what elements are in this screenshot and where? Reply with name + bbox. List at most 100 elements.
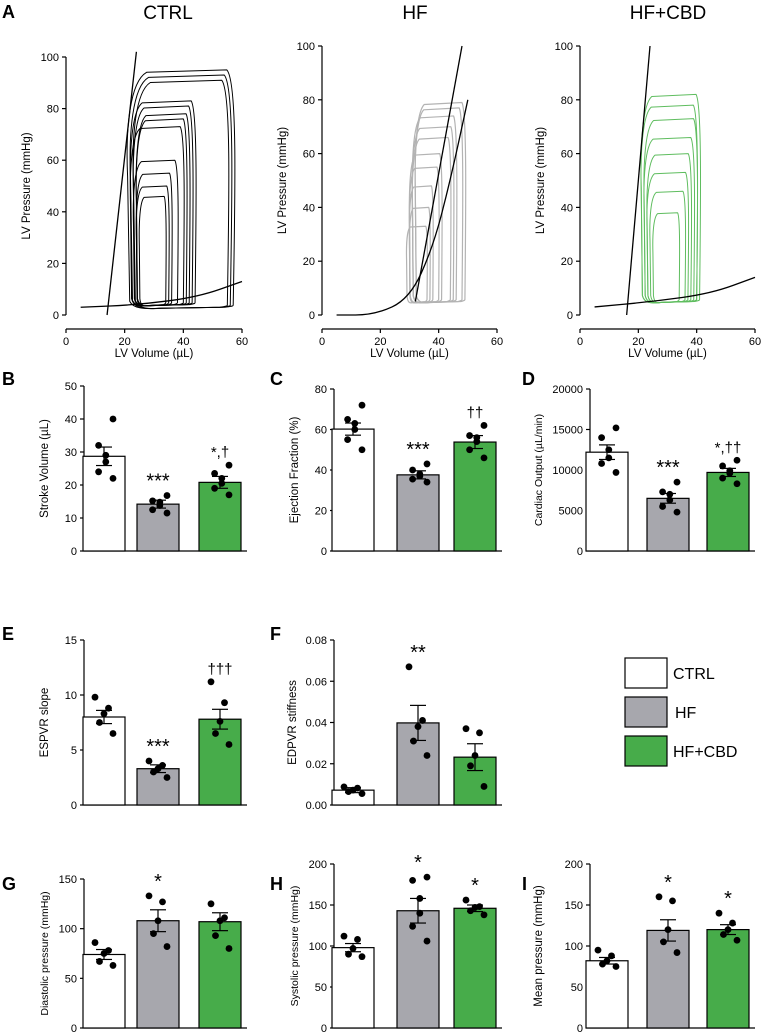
pv-loop xyxy=(411,136,452,304)
data-point xyxy=(95,442,102,449)
y-tick-label: 60 xyxy=(561,149,573,161)
y-tick-label: 40 xyxy=(561,202,573,214)
data-point xyxy=(414,723,422,731)
pv-loop xyxy=(126,69,236,310)
data-point xyxy=(612,469,620,476)
y-tick-label: 20 xyxy=(315,506,327,518)
data-point xyxy=(344,436,351,444)
pv-loop xyxy=(640,104,699,304)
pv-loop xyxy=(408,206,431,304)
data-point xyxy=(603,957,611,965)
y-tick-label: 20 xyxy=(561,256,573,268)
data-point xyxy=(473,434,481,441)
data-point xyxy=(466,432,473,439)
bar-hf xyxy=(136,920,180,1029)
espvr-line xyxy=(414,45,463,302)
data-point xyxy=(159,762,166,769)
data-point xyxy=(340,783,348,791)
y-tick-label: 40 xyxy=(65,414,77,426)
x-tick-label: 20 xyxy=(119,336,131,348)
x-tick-label: 0 xyxy=(577,336,583,348)
y-tick-label: 0.04 xyxy=(306,718,327,730)
espvr-line xyxy=(626,45,651,316)
data-point xyxy=(409,475,416,483)
data-point xyxy=(212,730,219,737)
y-tick-label: 50 xyxy=(65,973,77,985)
data-point xyxy=(733,480,741,488)
pv-loop xyxy=(414,107,464,304)
y-tick-label: 50 xyxy=(571,982,583,994)
y-tick-label: 5 xyxy=(71,745,77,757)
bar-chart-d: 0 5000 10000 15000 20000 Cardiac Output (µL/m… xyxy=(533,384,755,558)
data-point xyxy=(480,454,488,462)
data-point xyxy=(719,474,726,482)
edpvr-curve xyxy=(336,99,469,316)
panel-label-f: F xyxy=(270,624,281,644)
pv-loop xyxy=(132,79,230,310)
significance-marker: * xyxy=(664,872,672,894)
edpvr-curve xyxy=(594,276,756,308)
data-point xyxy=(410,737,417,745)
bar-hf xyxy=(646,497,690,552)
edpvr-curve xyxy=(80,280,243,308)
bar-ctrl xyxy=(585,960,629,1029)
significance-marker: ** xyxy=(410,642,426,664)
x-tick-label: 0 xyxy=(319,336,325,348)
data-point xyxy=(225,741,233,748)
y-tick-label: 20 xyxy=(47,258,59,270)
y-tick-label: 0 xyxy=(321,1023,327,1034)
data-point xyxy=(666,490,674,498)
y-axis-label: ESPVR slope xyxy=(39,688,51,758)
bar-ctrl xyxy=(82,953,126,1029)
data-point xyxy=(102,458,110,466)
pv-loop xyxy=(129,100,197,307)
data-point xyxy=(666,496,674,504)
data-point xyxy=(225,491,233,499)
data-point xyxy=(225,945,233,952)
data-point xyxy=(423,460,431,468)
y-tick-label: 100 xyxy=(309,941,327,953)
data-point xyxy=(466,446,473,454)
bar-ctrl xyxy=(331,947,375,1029)
legend: CTRL HF HF+CBD xyxy=(624,657,737,767)
y-tick-label: 50 xyxy=(315,982,327,994)
legend-label-hf: HF xyxy=(675,705,697,722)
bar-chart-c: 0 20 40 60 80 Ejection Fraction (%) *** †† xyxy=(289,384,502,558)
data-point xyxy=(221,914,228,922)
y-axis-label: EDPVR stiffness xyxy=(287,680,299,765)
y-tick-label: 200 xyxy=(309,859,327,871)
bar-chart-f: 0.00 0.02 0.04 0.06 0.08 EDPVR stiffness ** xyxy=(287,635,502,812)
significance-marker: * xyxy=(471,875,479,897)
legend-swatch-ctrl xyxy=(624,657,668,689)
data-point xyxy=(225,461,233,469)
data-point xyxy=(720,931,727,938)
data-point xyxy=(608,952,615,960)
y-tick-label: 20 xyxy=(303,256,315,268)
data-point xyxy=(476,903,483,911)
data-point xyxy=(605,454,613,462)
significance-marker: *,† xyxy=(211,444,229,461)
data-point xyxy=(154,917,162,925)
data-point xyxy=(358,446,366,454)
panel-label-d: D xyxy=(522,369,535,389)
data-point xyxy=(105,704,112,712)
data-point xyxy=(664,926,672,933)
y-axis-label: LV Pressure (mmHg) xyxy=(535,127,547,234)
data-point xyxy=(673,508,681,516)
panel-label-h: H xyxy=(270,874,283,894)
data-point xyxy=(163,492,171,499)
data-point xyxy=(351,426,359,433)
bar-hf xyxy=(136,768,180,806)
data-point xyxy=(221,699,228,707)
pv-loop xyxy=(135,185,170,307)
data-point xyxy=(105,947,112,954)
data-point xyxy=(655,893,663,901)
pv-loop xyxy=(138,195,167,307)
pv-title-hfcbd: HF+CBD xyxy=(630,3,707,24)
y-tick-label: 60 xyxy=(47,155,59,167)
y-tick-label: 150 xyxy=(565,900,583,912)
y-tick-label: 60 xyxy=(303,149,315,161)
bar-chart-g: 0 50 100 150 Diastolic pressure (mmHg) * xyxy=(39,871,247,1034)
y-tick-label: 10000 xyxy=(552,465,583,477)
